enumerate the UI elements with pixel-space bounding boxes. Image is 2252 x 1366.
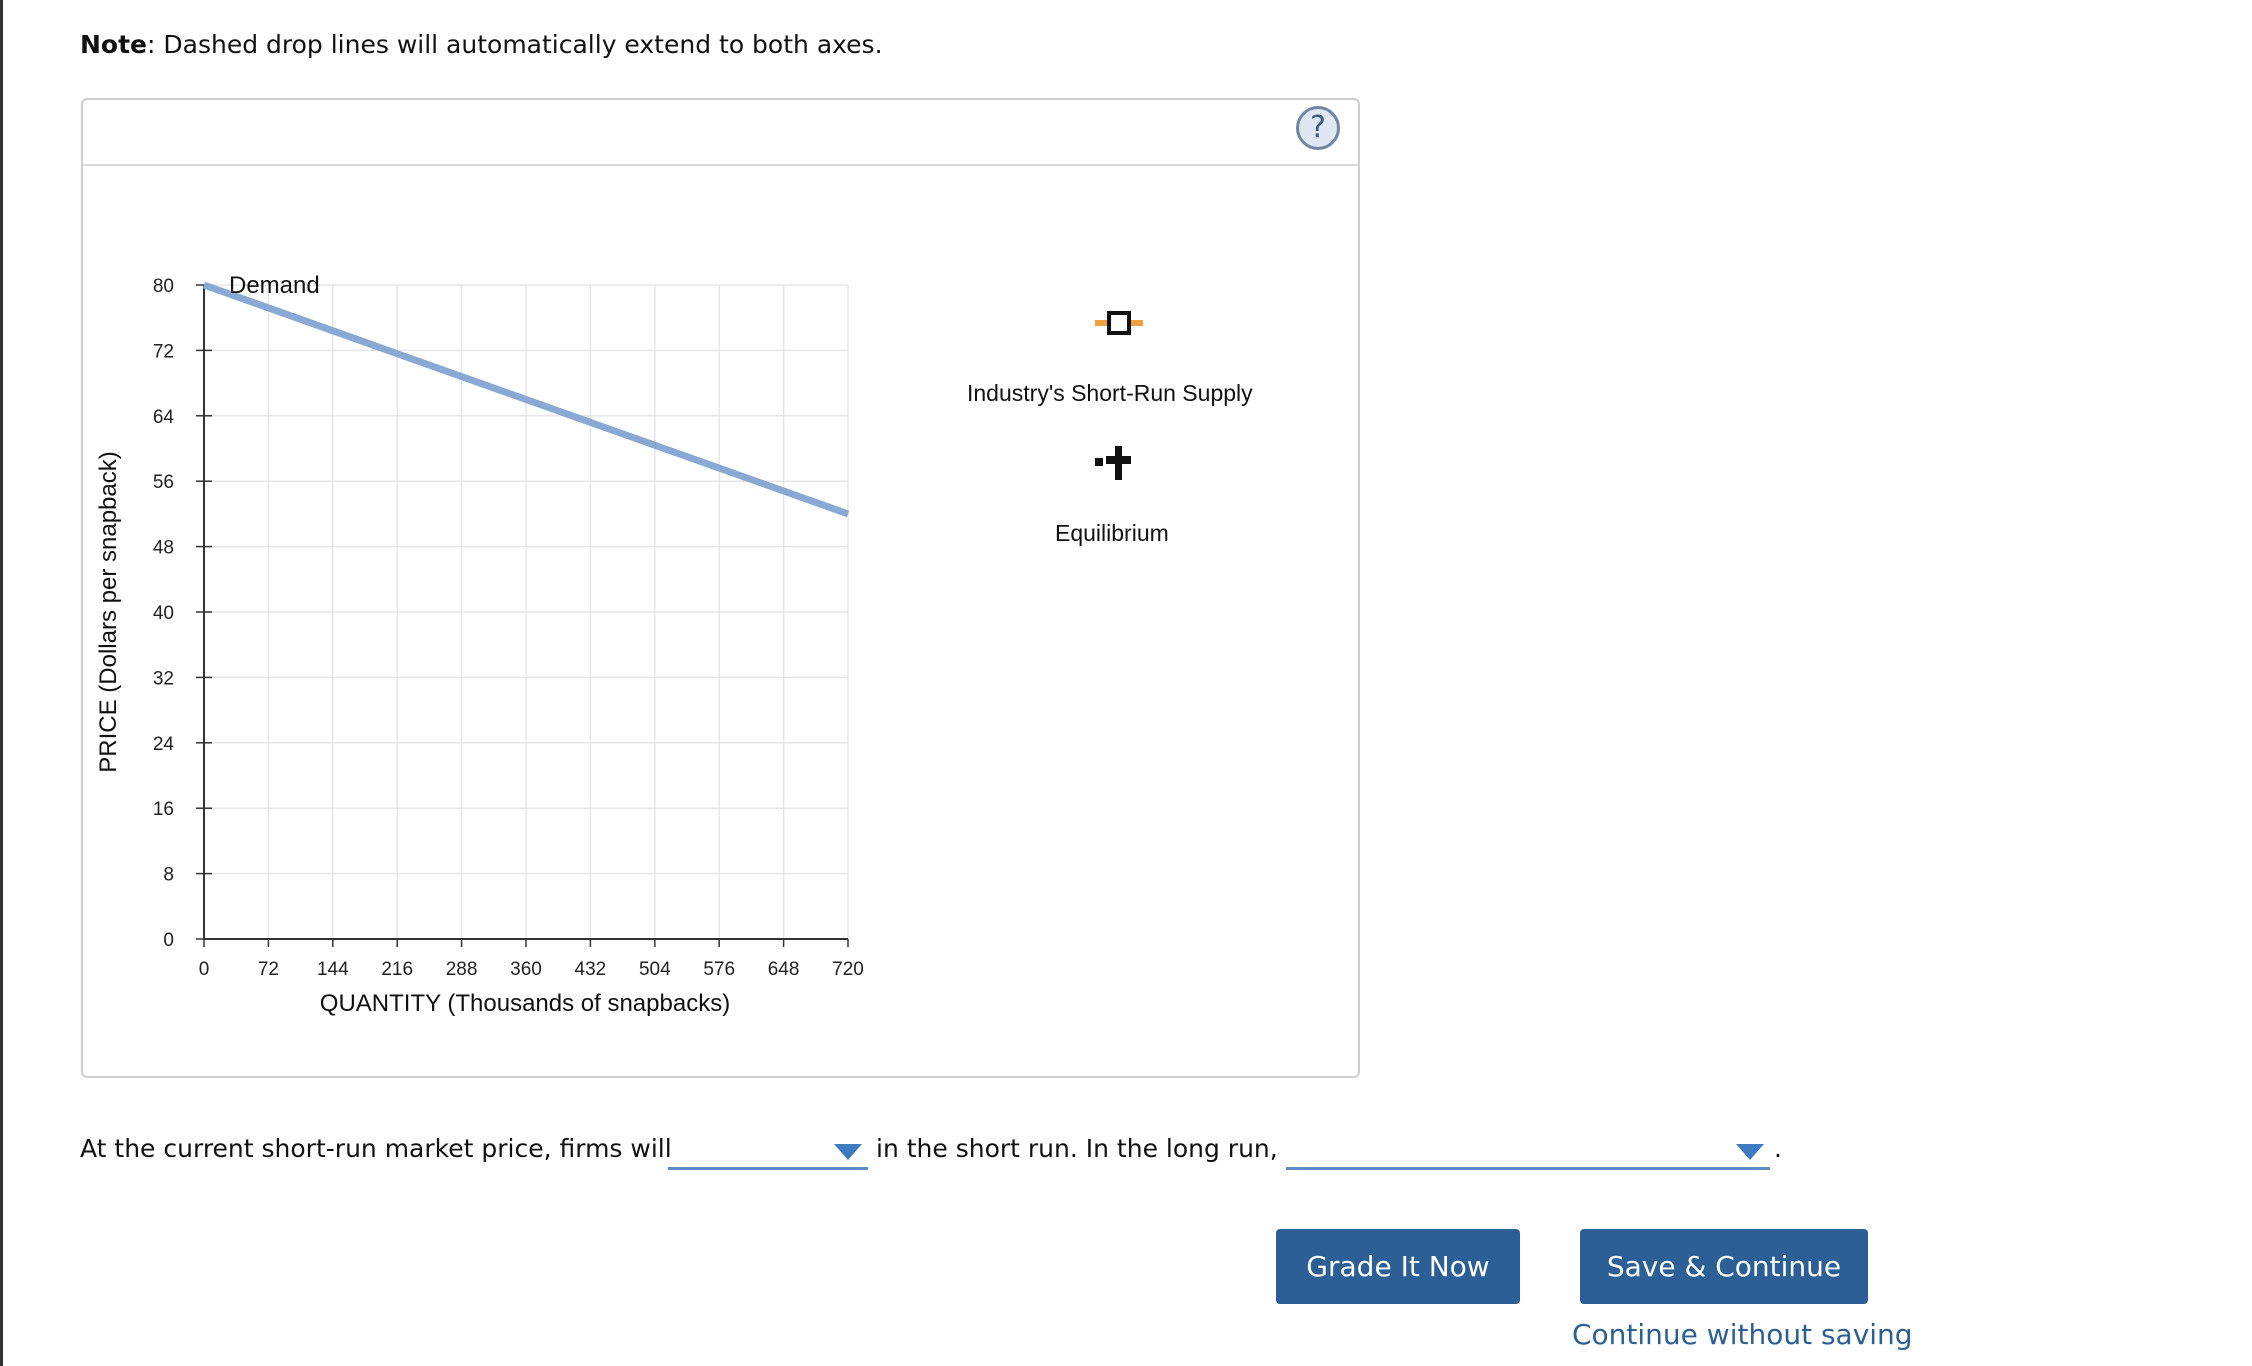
question-part1: At the current short-run market price, f… [80, 1134, 672, 1163]
x-axis-title: QUANTITY (Thousands of snapbacks) [320, 990, 730, 1017]
equilibrium-tool-label: Equilibrium [1055, 520, 1169, 546]
demand-curve-label: Demand [229, 272, 320, 299]
y-tick-label: 80 [153, 276, 174, 297]
grid [204, 284, 849, 939]
x-tick-label: 720 [832, 959, 864, 980]
y-tick-label: 8 [163, 865, 174, 886]
chevron-down-icon [834, 1144, 862, 1160]
note-text: Note: Dashed drop lines will automatical… [80, 30, 883, 59]
y-tick-label: 16 [153, 799, 174, 820]
chart: 0 72 144 216 288 360 432 504 576 648 720 0 8 16 24 32 40… [95, 272, 1143, 1017]
x-tick-label: 576 [703, 959, 735, 980]
x-tick-label: 144 [317, 959, 349, 980]
grade-it-now-button[interactable]: Grade It Now [1276, 1229, 1520, 1304]
y-tick-label: 56 [153, 472, 174, 493]
graph-panel: ? 0 72 144 216 288 360 432 504 576 648 720 0 8 16 24 32… [81, 98, 1360, 1078]
series: Demand [202, 272, 850, 518]
save-continue-button[interactable]: Save & Continue [1580, 1229, 1868, 1304]
y-tick-label: 24 [153, 734, 175, 755]
y-tick-label: 48 [153, 538, 174, 559]
question-part2: in the short run. In the long run, [876, 1134, 1278, 1163]
orange-square-line-icon [1107, 311, 1131, 335]
x-tick-label: 432 [575, 959, 607, 980]
question-part3: . [1774, 1134, 1782, 1163]
dot-icon [1095, 458, 1103, 466]
y-tick-label: 64 [153, 407, 175, 428]
supply-tool[interactable] [1095, 311, 1143, 335]
y-tick-label: 0 [163, 930, 174, 951]
x-tick-label: 72 [258, 959, 279, 980]
graph-toolbar: ? [83, 100, 1358, 166]
black-cross-icon-h [1106, 456, 1131, 464]
x-tick-label: 360 [510, 959, 542, 980]
y-tick-label: 40 [153, 603, 174, 624]
axes: 0 72 144 216 288 360 432 504 576 648 720 0 8 16 24 32 40… [153, 276, 864, 980]
demand-curve [202, 281, 850, 518]
supply-tool-label: Industry's Short-Run Supply [967, 380, 1253, 406]
window-edge [0, 0, 3, 1366]
x-tick-label: 0 [199, 959, 210, 980]
long-run-dropdown[interactable] [1286, 1136, 1770, 1170]
y-axis-title: PRICE (Dollars per snapback) [95, 451, 122, 772]
x-tick-label: 288 [446, 959, 478, 980]
x-tick-label: 504 [639, 959, 671, 980]
y-tick-label: 32 [153, 668, 174, 689]
x-tick-label: 648 [768, 959, 800, 980]
equilibrium-tool[interactable] [1095, 446, 1131, 480]
continue-without-saving-link[interactable]: Continue without saving [1572, 1318, 1913, 1351]
help-icon[interactable]: ? [1296, 106, 1340, 150]
x-tick-label: 216 [381, 959, 413, 980]
firms-action-dropdown[interactable] [668, 1136, 868, 1170]
y-tick-label: 72 [153, 341, 174, 362]
chevron-down-icon [1736, 1144, 1764, 1160]
note-label: Note [80, 30, 148, 59]
note-body: : Dashed drop lines will automatically e… [147, 30, 883, 59]
